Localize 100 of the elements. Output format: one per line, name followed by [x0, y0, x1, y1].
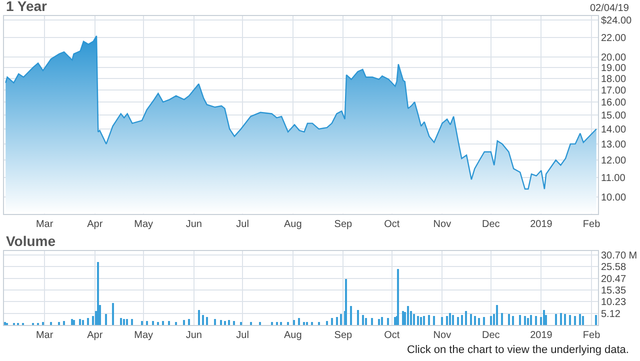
x-tick-label: May: [134, 330, 154, 341]
bar: [71, 318, 73, 325]
bar: [490, 316, 492, 325]
bar: [280, 322, 282, 325]
bar: [287, 322, 289, 325]
bar: [146, 320, 148, 325]
text: 02/04/19: [590, 3, 630, 14]
bar: [582, 316, 584, 325]
bar: [555, 314, 557, 325]
bar: [162, 320, 164, 325]
bar: [168, 320, 170, 325]
bar: [357, 310, 359, 325]
bar: [595, 314, 597, 325]
bar: [457, 316, 459, 325]
bar: [452, 314, 454, 325]
bar: [483, 316, 485, 325]
x-tick-label: 2019: [530, 218, 553, 230]
bar: [298, 318, 300, 325]
x-tick-label: Nov: [433, 330, 452, 341]
bar: [73, 320, 75, 325]
bar: [428, 314, 430, 325]
bar: [63, 320, 65, 325]
x-tick-label: Jun: [186, 330, 202, 341]
x-tick-label: Apr: [87, 330, 104, 341]
bar: [387, 318, 389, 325]
x-tick-label: Jul: [236, 330, 249, 341]
bar: [188, 318, 190, 325]
y-tick-label: 5.12: [601, 308, 621, 320]
bar: [123, 318, 125, 325]
bar: [413, 314, 415, 325]
bar: [157, 322, 159, 325]
bar: [293, 320, 295, 325]
x-tick-label: Dec: [482, 330, 500, 341]
bar: [42, 322, 44, 325]
y-tick-label: $24.00: [601, 16, 632, 27]
x-tick-label: Sep: [334, 330, 353, 341]
bar: [259, 322, 261, 325]
y-tick-label: 13.00: [601, 139, 626, 150]
y-tick-label: 10.00: [601, 192, 626, 204]
bar: [362, 314, 364, 325]
bar: [417, 316, 419, 325]
x-tick-label: Jun: [186, 218, 202, 230]
bar: [276, 322, 278, 325]
bar: [470, 314, 472, 325]
bar: [120, 318, 122, 325]
bar: [465, 310, 467, 325]
bar: [496, 304, 498, 325]
y-tick-label: 20.00: [601, 52, 626, 64]
bar: [441, 316, 443, 325]
bar: [512, 316, 514, 325]
bar: [340, 314, 342, 325]
bar: [303, 322, 305, 325]
bar: [530, 314, 532, 325]
bar: [152, 320, 154, 325]
x-tick-label: Aug: [284, 218, 302, 230]
bar: [579, 314, 581, 325]
bar: [336, 316, 338, 325]
bar: [50, 322, 52, 325]
x-tick-label: May: [134, 218, 154, 230]
bar: [214, 318, 216, 325]
bar: [478, 318, 480, 325]
bar: [524, 316, 526, 325]
chart-title: 1 Year: [6, 0, 48, 14]
bar: [105, 314, 107, 325]
x-tick-label: Jul: [236, 218, 249, 230]
bar: [433, 316, 435, 325]
bar: [543, 310, 545, 325]
bar: [574, 316, 576, 325]
bar: [420, 316, 422, 325]
bar: [183, 320, 185, 325]
bar: [198, 310, 200, 325]
bar: [397, 268, 399, 325]
x-tick-label: Apr: [87, 218, 104, 230]
bar: [82, 320, 84, 325]
bar: [461, 314, 463, 325]
x-tick-label: 2019: [530, 330, 553, 341]
bar: [527, 318, 529, 325]
x-tick-label: Aug: [284, 330, 302, 341]
bar: [202, 314, 204, 325]
y-tick-label: 18.00: [601, 74, 626, 85]
bar: [564, 314, 566, 325]
bar: [407, 306, 409, 325]
y-tick-label: 17.00: [601, 85, 626, 96]
bar: [224, 320, 226, 325]
bar: [331, 318, 333, 325]
bar: [4, 322, 6, 325]
y-tick-label: 12.00: [601, 156, 626, 167]
bar: [474, 316, 476, 325]
bar: [131, 318, 133, 325]
bar: [58, 322, 60, 325]
bar: [345, 278, 347, 325]
bar: [535, 316, 537, 325]
bar: [560, 312, 562, 325]
bar: [378, 318, 380, 325]
y-tick-label: 15.00: [601, 110, 626, 122]
bar: [508, 314, 510, 325]
x-tick-label: Feb: [582, 330, 601, 341]
bar: [206, 316, 208, 325]
bar: [446, 316, 448, 325]
bar: [240, 322, 242, 325]
